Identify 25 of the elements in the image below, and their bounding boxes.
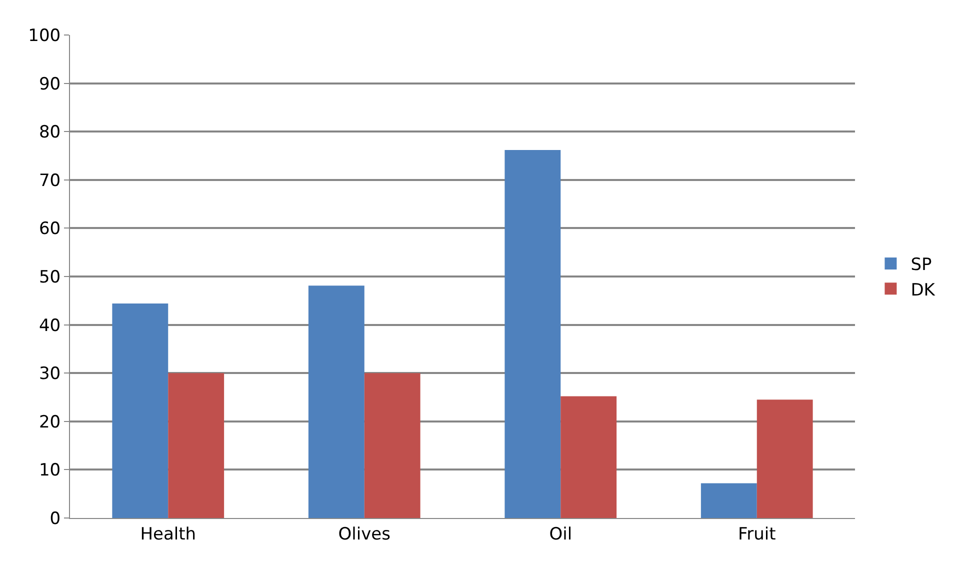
bar xyxy=(112,304,168,518)
y-tick-label: 10 xyxy=(38,460,61,481)
y-tick-label: 90 xyxy=(38,74,61,94)
bar xyxy=(168,373,224,518)
x-tick-label: Health xyxy=(140,524,196,544)
y-tick-label: 60 xyxy=(38,219,61,240)
bar xyxy=(504,150,561,518)
bar xyxy=(364,373,420,518)
y-tick-label: 30 xyxy=(38,364,61,384)
y-tick-label: 40 xyxy=(38,316,61,336)
legend-label: SP xyxy=(910,255,932,276)
y-tick-label: 80 xyxy=(38,122,61,143)
bar xyxy=(560,396,617,518)
y-tick-label: 0 xyxy=(50,508,61,529)
x-tick-label: Oil xyxy=(549,524,572,544)
y-tick-label: 20 xyxy=(38,412,61,432)
legend-label: DK xyxy=(910,280,936,300)
y-tick-label: 70 xyxy=(38,170,61,191)
y-tick-label: 100 xyxy=(28,26,61,46)
bar xyxy=(308,286,364,518)
x-tick-label: Olives xyxy=(338,524,391,544)
x-tick-label: Fruit xyxy=(738,524,776,544)
bar xyxy=(700,483,757,518)
bar xyxy=(756,400,813,518)
y-tick-label: 50 xyxy=(38,267,61,288)
